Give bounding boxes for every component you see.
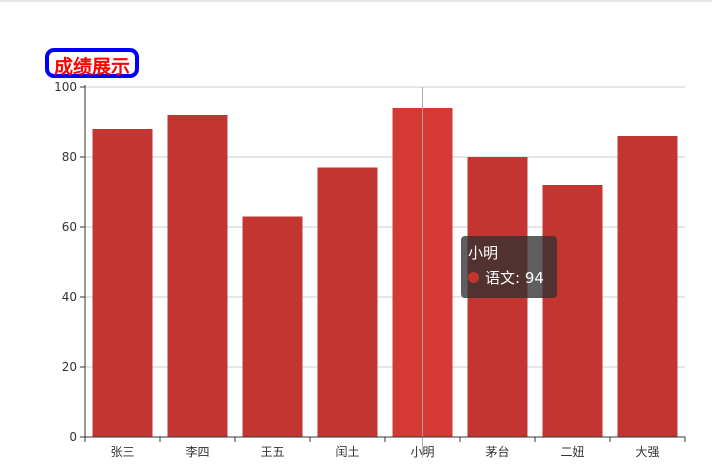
x-tick-label: 张三 (110, 445, 134, 459)
bar (242, 216, 303, 437)
x-tick-label: 小明 (410, 445, 434, 459)
bar (167, 115, 228, 437)
y-tick-label: 0 (69, 430, 77, 444)
tooltip-row: 语文: 94 (468, 267, 550, 288)
y-tick-label: 60 (62, 220, 77, 234)
y-tick-label: 100 (54, 80, 77, 94)
top-divider (0, 0, 712, 2)
y-tick-label: 80 (62, 150, 77, 164)
tooltip-value: 语文: 94 (485, 269, 544, 287)
y-tick-label: 40 (62, 290, 77, 304)
y-tick-label: 20 (62, 360, 77, 374)
x-tick-label: 二妞 (560, 445, 584, 459)
x-tick-label: 李四 (185, 444, 209, 459)
tooltip: 小明 语文: 94 (461, 236, 557, 298)
tooltip-series-dot-icon (468, 272, 479, 283)
bar (617, 136, 678, 437)
chart-title: 成绩展示 (45, 48, 140, 78)
x-tick-label: 大强 (635, 445, 659, 459)
x-tick-label: 王五 (260, 445, 284, 459)
tooltip-category: 小明 (468, 244, 499, 262)
bar (317, 167, 378, 437)
bar (542, 185, 603, 437)
x-tick-label: 茅台 (485, 444, 509, 459)
bar (92, 129, 153, 437)
x-tick-label: 闰土 (335, 445, 359, 459)
